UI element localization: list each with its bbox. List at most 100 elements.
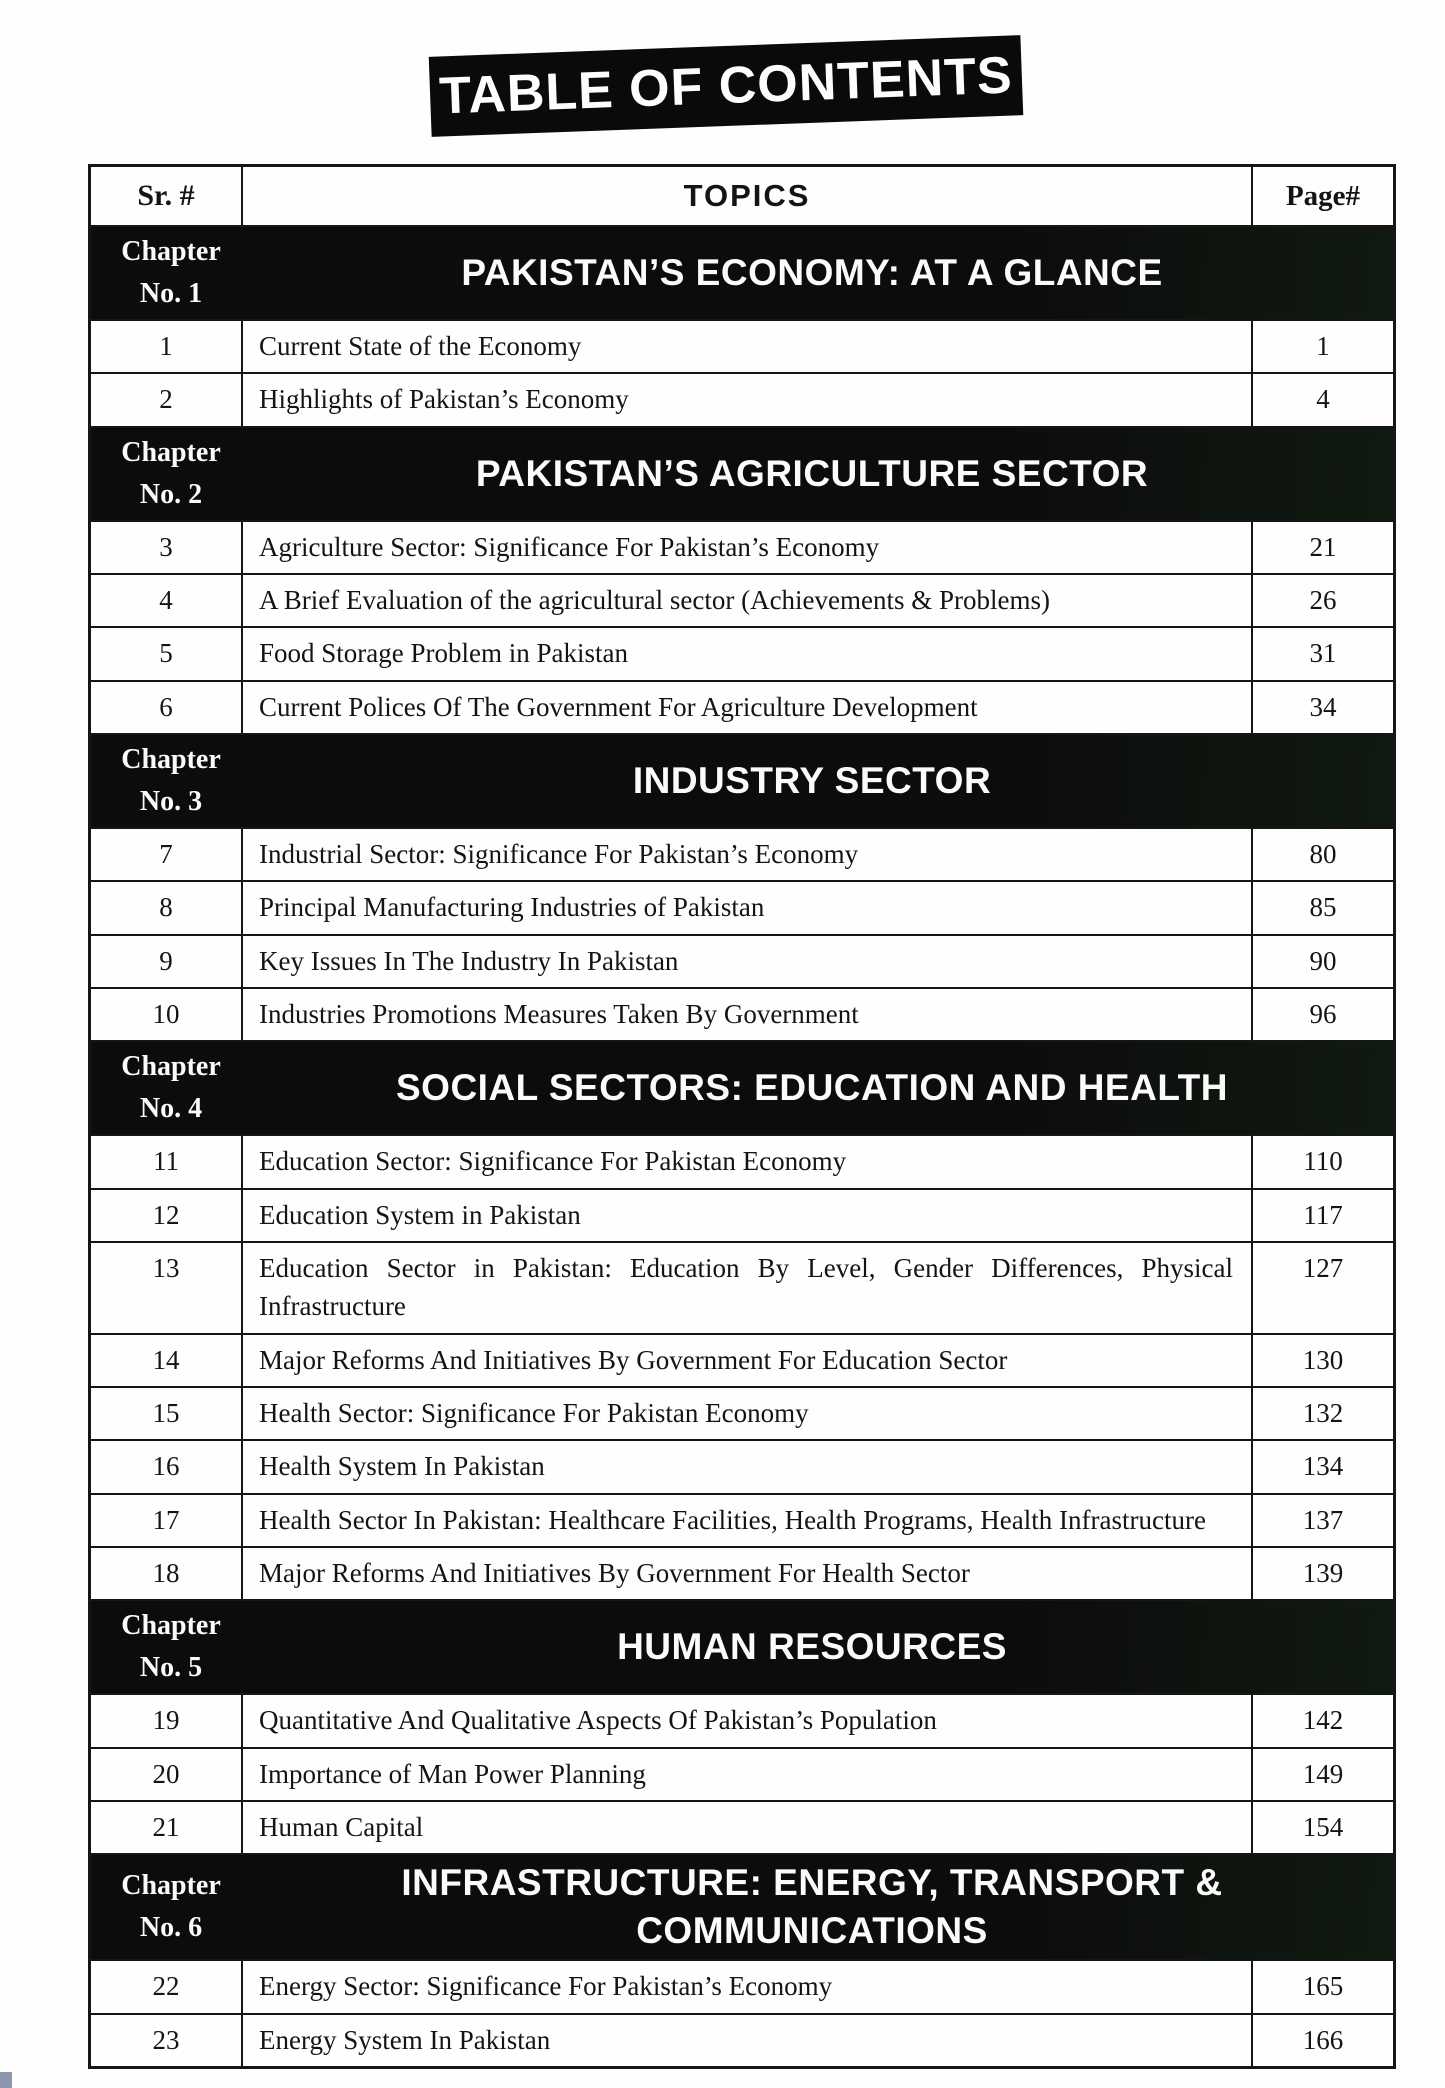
sr-cell: 23 <box>91 2014 243 2067</box>
sr-cell: 22 <box>91 1961 243 2013</box>
page-cell: 21 <box>1309 531 1337 562</box>
topic-cell: Quantitative And Qualitative Aspects Of … <box>243 1695 1253 1747</box>
table-row: 3 Agriculture Sector: Significance For P… <box>91 519 1393 573</box>
page-cell: 31 <box>1309 638 1337 669</box>
table-row: 8 Principal Manufacturing Industries of … <box>91 880 1393 934</box>
table-row: 20 Importance of Man Power Planning 149 <box>91 1746 1393 1800</box>
page-cell: 127 <box>1302 1252 1344 1283</box>
page-cell: 130 <box>1302 1344 1344 1375</box>
sr-cell: 7 <box>91 828 243 881</box>
chapter-label-word: Chapter <box>121 1870 221 1902</box>
page-title: TABLE OF CONTENTS <box>428 35 1024 137</box>
topic-cell: A Brief Evaluation of the agricultural s… <box>243 574 1253 627</box>
sr-cell: 20 <box>91 1748 243 1800</box>
topic-cell: Highlights of Pakistan’s Economy <box>243 374 1253 426</box>
chapter-row-6: Chapter No. 6 INFRASTRUCTURE: ENERGY, TR… <box>91 1853 1393 1960</box>
chapter-label: Chapter No. 3 <box>91 735 251 827</box>
page-cell: 132 <box>1302 1397 1344 1428</box>
sr-cell: 12 <box>91 1189 243 1241</box>
sr-cell: 13 <box>91 1242 243 1333</box>
table-row: 15 Health Sector: Significance For Pakis… <box>91 1385 1393 1440</box>
page-cell: 154 <box>1302 1811 1344 1842</box>
table-row: 11 Education Sector: Significance For Pa… <box>91 1134 1393 1188</box>
sr-cell: 15 <box>91 1387 243 1440</box>
table-row: 6 Current Polices Of The Government For … <box>91 679 1393 733</box>
table-row: 9 Key Issues In The Industry In Pakistan… <box>91 933 1393 987</box>
chapter-label-number: No. 2 <box>139 478 203 510</box>
table-row: 14 Major Reforms And Initiatives By Gove… <box>91 1332 1393 1386</box>
page-cell: 1 <box>1316 331 1330 361</box>
topic-cell: Health Sector In Pakistan: Healthcare Fa… <box>243 1494 1253 1546</box>
column-header-sr: Sr. # <box>91 167 243 225</box>
sr-cell: 16 <box>91 1441 243 1493</box>
table-row: 13 Education Sector in Pakistan: Educati… <box>91 1240 1393 1333</box>
page-cell: 117 <box>1303 1199 1343 1230</box>
sr-cell: 18 <box>91 1547 243 1600</box>
topic-cell: Energy Sector: Significance For Pakistan… <box>243 1961 1253 2013</box>
table-row: 23 Energy System In Pakistan 166 <box>91 2012 1393 2067</box>
page-cell: 26 <box>1309 584 1337 615</box>
page-cell: 142 <box>1302 1705 1344 1736</box>
topic-cell: Major Reforms And Initiatives By Governm… <box>243 1547 1253 1600</box>
page-cell: 90 <box>1309 945 1337 976</box>
table-row: 10 Industries Promotions Measures Taken … <box>91 986 1393 1041</box>
topic-cell: Education System in Pakistan <box>243 1189 1253 1241</box>
table-row: 22 Energy Sector: Significance For Pakis… <box>91 1959 1393 2013</box>
topic-cell: Key Issues In The Industry In Pakistan <box>243 935 1253 987</box>
page-cell: 134 <box>1302 1451 1344 1482</box>
sr-cell: 5 <box>91 628 243 680</box>
sr-cell: 21 <box>91 1801 243 1854</box>
page-cell: 137 <box>1302 1504 1344 1535</box>
page-cell: 4 <box>1316 384 1330 415</box>
sr-cell: 11 <box>91 1136 243 1188</box>
sr-cell: 1 <box>91 321 243 373</box>
chapter-label-number: No. 6 <box>139 1912 203 1944</box>
topic-cell: Current State of the Economy <box>243 321 1253 373</box>
table-row: 16 Health System In Pakistan 134 <box>91 1439 1393 1493</box>
sr-cell: 10 <box>91 988 243 1041</box>
topic-cell: Agriculture Sector: Significance For Pak… <box>243 521 1253 573</box>
chapter-title: PAKISTAN’S AGRICULTURE SECTOR <box>475 452 1149 494</box>
chapter-label-number: No. 4 <box>139 1093 203 1125</box>
table-row: 2 Highlights of Pakistan’s Economy 4 <box>91 372 1393 426</box>
page-cell: 110 <box>1303 1146 1343 1177</box>
sr-cell: 14 <box>91 1334 243 1386</box>
chapter-label: Chapter No. 1 <box>91 227 251 319</box>
sr-cell: 9 <box>91 935 243 987</box>
sr-cell: 19 <box>91 1695 243 1747</box>
chapter-title: HUMAN RESOURCES <box>617 1626 1007 1668</box>
chapter-label: Chapter No. 6 <box>91 1861 251 1953</box>
table-header-row: Sr. # TOPICS Page# <box>91 167 1393 225</box>
topic-cell: Current Polices Of The Government For Ag… <box>243 681 1253 733</box>
topic-cell: Education Sector in Pakistan: Education … <box>243 1242 1253 1333</box>
topic-cell: Energy System In Pakistan <box>243 2014 1253 2067</box>
table-row: 19 Quantitative And Qualitative Aspects … <box>91 1693 1393 1747</box>
topic-cell: Importance of Man Power Planning <box>243 1748 1253 1800</box>
table-row: 18 Major Reforms And Initiatives By Gove… <box>91 1545 1393 1600</box>
chapter-title: INFRASTRUCTURE: ENERGY, TRANSPORT & COMM… <box>401 1862 1223 1952</box>
chapter-label-number: No. 3 <box>139 785 203 817</box>
chapter-row-2: Chapter No. 2 PAKISTAN’S AGRICULTURE SEC… <box>91 425 1393 520</box>
sr-cell: 6 <box>91 681 243 733</box>
topic-cell: Major Reforms And Initiatives By Governm… <box>243 1334 1253 1386</box>
topic-cell: Human Capital <box>243 1801 1253 1854</box>
chapter-label-word: Chapter <box>121 436 221 468</box>
chapter-title: INDUSTRY SECTOR <box>632 759 992 801</box>
topic-cell: Health Sector: Significance For Pakistan… <box>243 1387 1253 1440</box>
chapter-title: SOCIAL SECTORS: EDUCATION AND HEALTH <box>395 1067 1229 1109</box>
table-row: 12 Education System in Pakistan 117 <box>91 1187 1393 1241</box>
page-cell: 34 <box>1309 691 1337 722</box>
chapter-label-word: Chapter <box>121 1610 221 1642</box>
page-cell: 166 <box>1302 2024 1344 2055</box>
topic-cell: Industries Promotions Measures Taken By … <box>243 988 1253 1041</box>
chapter-label-word: Chapter <box>121 1051 221 1083</box>
chapter-row-1: Chapter No. 1 PAKISTAN’S ECONOMY: AT A G… <box>91 225 1393 319</box>
page-cell: 85 <box>1309 892 1337 923</box>
table-row: 5 Food Storage Problem in Pakistan 31 <box>91 626 1393 680</box>
scan-artifact <box>0 2072 12 2088</box>
chapter-label-number: No. 1 <box>139 278 203 309</box>
page-cell: 80 <box>1309 838 1337 869</box>
sr-cell: 3 <box>91 521 243 573</box>
table-row: 1 Current State of the Economy 1 <box>91 319 1393 373</box>
